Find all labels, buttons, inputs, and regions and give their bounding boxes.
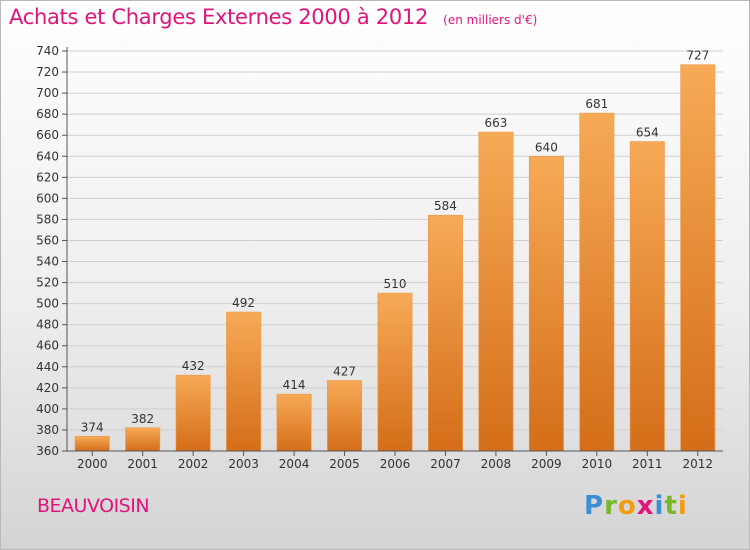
y-tick-label: 720 [36,65,59,79]
y-tick-label: 400 [36,402,59,416]
y-tick-label: 440 [36,360,59,374]
bar [528,155,564,452]
y-tick-label: 420 [36,381,59,395]
data-label: 414 [283,378,306,392]
bars-group: 374 382 432 492 414 427 510 584 663 640 681 654 727 [74,49,716,452]
x-tick-label: 2001 [127,457,158,471]
bar [579,112,615,452]
y-tick-label: 500 [36,297,59,311]
y-tick-label: 560 [36,233,59,247]
bar [327,380,362,452]
chart-unit: (en milliers d'€) [443,13,538,27]
data-label: 654 [636,126,659,140]
bar [478,131,514,452]
bar [74,435,110,452]
bar [276,393,312,452]
x-tick-label: 2004 [279,457,310,471]
y-tick-label: 480 [36,318,59,332]
data-label: 727 [686,49,709,63]
x-tick-label: 2008 [481,457,512,471]
y-tick-label: 680 [36,107,59,121]
y-tick-label: 520 [36,276,59,290]
x-tick-label: 2000 [77,457,108,471]
bar [629,141,665,452]
data-label: 492 [232,296,255,310]
data-label: 374 [81,420,104,434]
data-label: 681 [585,97,608,111]
x-tick-label: 2009 [531,457,562,471]
town-name: BEAUVOISIN [37,495,150,517]
x-tick-label: 2003 [228,457,259,471]
data-label: 584 [434,199,457,213]
x-tick-label: 2011 [632,457,663,471]
y-tick-label: 660 [36,128,59,142]
proxiti-logo: Proxiti [584,491,688,521]
x-tick-label: 2006 [380,457,411,471]
axes-group: 360 380 400 420 440 460 480 500 520 540 560 580 600 6… [36,44,723,471]
x-tick-label: 2005 [329,457,360,471]
bar [377,292,413,452]
data-label: 640 [535,140,558,154]
data-label: 510 [384,277,407,291]
x-tick-label: 2007 [430,457,461,471]
x-tick-label: 2002 [178,457,209,471]
title-block: Achats et Charges Externes 2000 à 2012 (… [9,5,537,29]
y-tick-label: 540 [36,255,59,269]
bar [125,427,161,452]
bar [226,311,262,452]
data-label: 382 [131,412,154,426]
chart-title: Achats et Charges Externes 2000 à 2012 [9,5,429,29]
bar [680,64,716,452]
data-label: 432 [182,359,205,373]
bar [428,214,463,452]
data-label: 663 [484,116,507,130]
y-tick-label: 600 [36,191,59,205]
y-tick-label: 380 [36,423,59,437]
x-tick-label: 2010 [582,457,613,471]
bar [175,374,211,452]
y-tick-label: 700 [36,86,59,100]
y-tick-label: 620 [36,170,59,184]
data-label: 427 [333,364,356,378]
y-tick-label: 640 [36,149,59,163]
y-tick-label: 360 [36,444,59,458]
y-tick-label: 460 [36,339,59,353]
y-tick-label: 740 [36,44,59,58]
y-tick-label: 580 [36,212,59,226]
x-tick-label: 2012 [682,457,713,471]
